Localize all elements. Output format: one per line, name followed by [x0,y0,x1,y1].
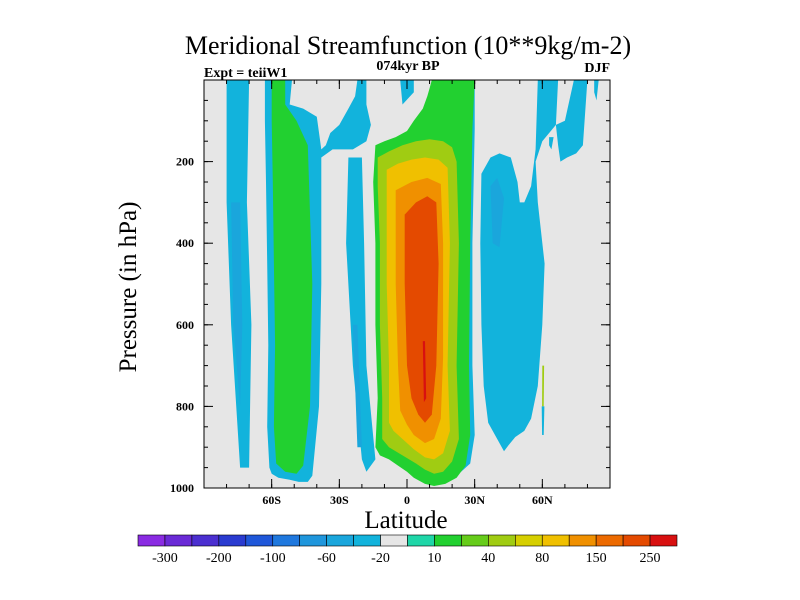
right-label: DJF [584,61,610,76]
contour-region [346,157,376,472]
colorbar-label: -200 [206,551,232,566]
colorbar-label: -100 [260,551,286,566]
contour-region [541,406,545,435]
colorbar-label: -60 [317,551,336,566]
colorbar-swatch [407,534,435,547]
colorbar-label: 80 [535,551,549,566]
colorbar-swatch [622,534,651,547]
colorbar-label: -300 [152,551,178,566]
y-tick-label: 800 [176,399,194,413]
colorbar-label: 250 [640,551,661,566]
axis-ticks: 60S 30S 0 30N 60N 200 400 600 800 1000 [170,80,610,507]
colorbar-swatch [595,534,624,547]
colorbar-label: 40 [481,551,495,566]
contour-region [271,80,313,474]
contour-region [422,341,427,403]
colorbar-swatch [434,534,462,547]
colorbar-swatch [272,534,301,547]
y-axis-title: Pressure (in hPa) [115,202,142,373]
colorbar: -300 -200 -100 -60 -20 10 40 80 150 250 [137,534,678,566]
x-tick-label: 60S [262,493,281,507]
colorbar-swatch [568,534,597,547]
colorbar-label: 10 [427,551,441,566]
colorbar-swatch [299,534,327,547]
colorbar-label: -20 [371,551,390,566]
center-label: 074kyr BP [376,59,440,74]
chart-title: Meridional Streamfunction (10**9kg/m-2) [185,31,631,60]
contour-region [490,177,504,248]
x-tick-label: 60N [532,493,553,507]
colorbar-swatch [245,534,274,547]
colorbar-swatch [514,534,543,547]
colorbar-label: 150 [586,551,607,566]
x-tick-label: 30S [330,493,349,507]
colorbar-swatch [541,534,570,547]
colorbar-swatch [380,534,408,547]
x-tick-label: 0 [404,493,410,507]
left-label: Expt = teiiW1 [204,66,287,81]
colorbar-swatch [461,534,489,547]
colorbar-swatch [137,534,166,547]
colorbar-swatch [218,534,247,547]
colorbar-swatch [326,534,354,547]
y-tick-label: 1000 [170,481,194,495]
contour-region [542,365,545,407]
colorbar-swatch [191,534,220,547]
contour-region [549,137,554,150]
colorbar-swatch [649,534,678,547]
x-axis-title: Latitude [364,507,447,534]
y-tick-label: 400 [176,236,194,250]
colorbar-swatch [353,534,381,547]
x-tick-label: 30N [464,493,485,507]
contour-region [352,324,362,448]
contour-region [400,80,414,105]
colorbar-swatch [488,534,516,547]
y-tick-label: 200 [176,155,194,169]
contour-region [404,196,439,423]
contour-region [594,80,599,101]
contour-region [480,80,559,452]
y-tick-label: 600 [176,318,194,332]
contour-fill-group [226,80,599,486]
colorbar-swatch [164,534,193,547]
contour-region [555,80,588,162]
contour-region [231,202,243,407]
